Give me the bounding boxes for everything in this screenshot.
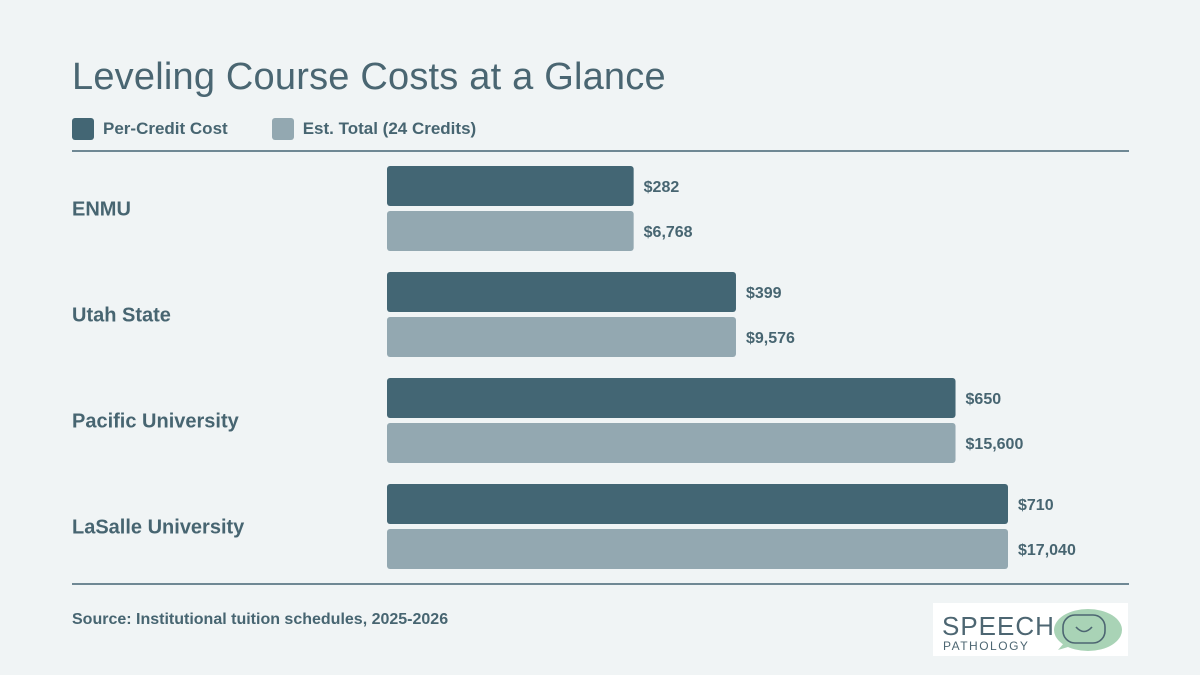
category-label: Utah State [72, 305, 171, 327]
chart-legend: Per-Credit Cost Est. Total (24 Credits) [72, 118, 520, 140]
legend-item-total: Est. Total (24 Credits) [271, 118, 477, 140]
data-label: $9,576 [746, 330, 795, 347]
bar-per-credit [387, 378, 956, 418]
bar-per-credit [387, 272, 736, 312]
data-label: $399 [746, 285, 782, 302]
bar-total [387, 423, 956, 463]
logo-text-bottom: PATHOLOGY [943, 639, 1030, 653]
source-note: Source: Institutional tuition schedules,… [72, 611, 449, 628]
data-label: $6,768 [644, 224, 693, 241]
legend-swatch-per-credit [72, 118, 94, 140]
category-label: LaSalle University [72, 517, 245, 539]
legend-swatch-total [271, 118, 294, 140]
speech-pathology-logo: SPEECH PATHOLOGY [933, 603, 1128, 656]
data-label: $15,600 [966, 436, 1024, 453]
speech-bubble-icon [1054, 609, 1122, 651]
data-label: $650 [966, 391, 1002, 408]
logo-text-top: SPEECH [942, 611, 1055, 641]
category-label: Pacific University [72, 411, 240, 433]
chart-title: Leveling Course Costs at a Glance [72, 56, 666, 98]
bar-total [387, 317, 736, 357]
legend-label-total: Est. Total (24 Credits) [302, 119, 477, 138]
category-label: ENMU [72, 199, 131, 221]
data-label: $17,040 [1018, 542, 1076, 559]
data-label: $282 [644, 179, 680, 196]
bar-total [387, 529, 1008, 569]
data-label: $710 [1018, 497, 1054, 514]
bottom-divider [72, 583, 1129, 585]
bar-per-credit [387, 484, 1008, 524]
top-divider [72, 150, 1129, 152]
bar-per-credit [387, 166, 634, 206]
legend-item-per-credit: Per-Credit Cost [72, 118, 228, 140]
legend-label-per-credit: Per-Credit Cost [103, 119, 228, 138]
bar-total [387, 211, 634, 251]
